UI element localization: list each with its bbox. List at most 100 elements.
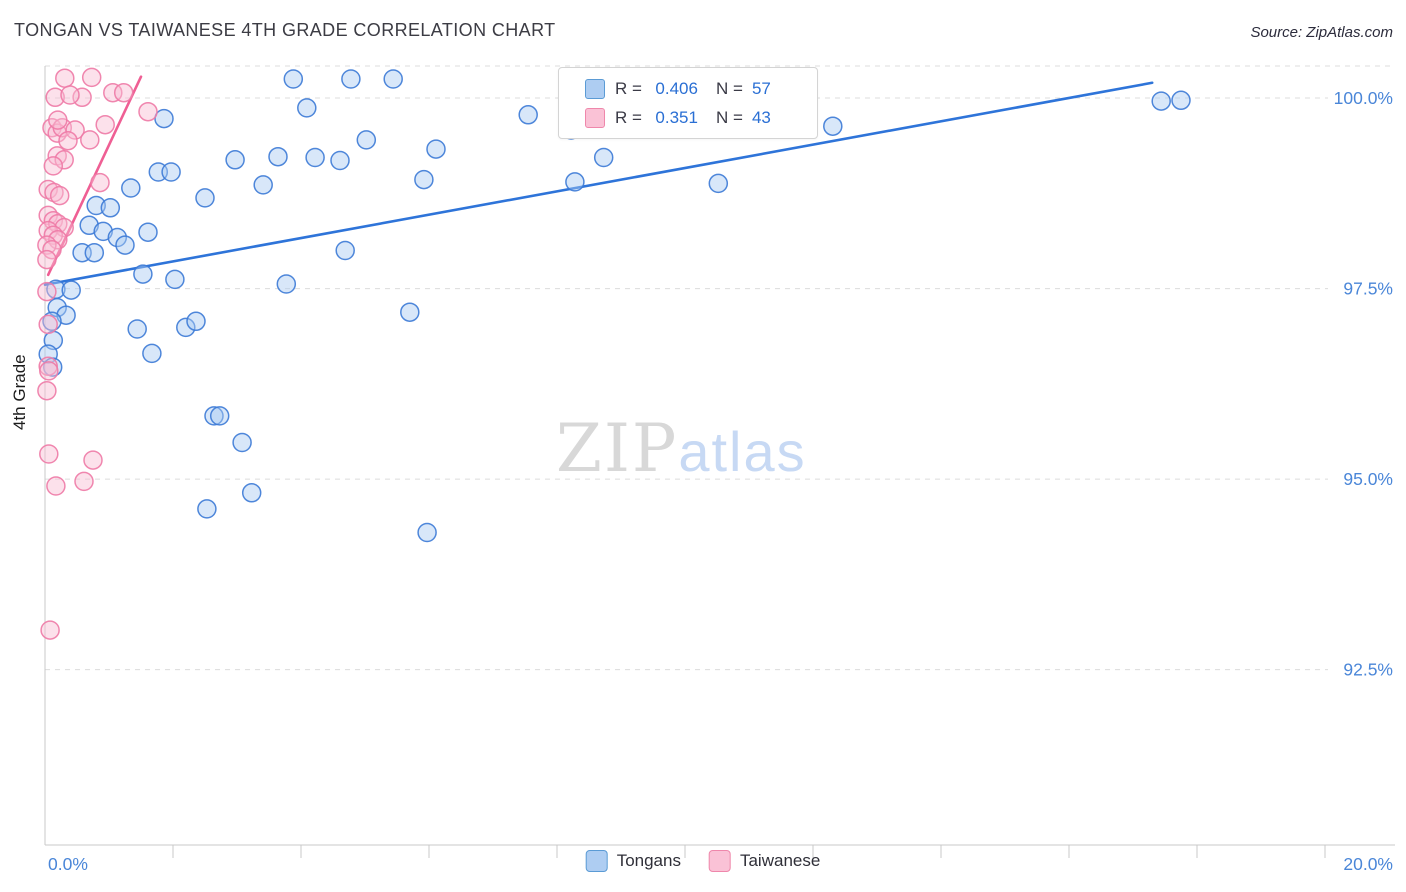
n-value: 43 [751, 107, 771, 127]
scatter-point-taiwanese [103, 82, 123, 103]
scatter-point-tongans [121, 178, 141, 198]
legend-label-tongans: Tongans [616, 851, 681, 870]
scatter-point-taiwanese [65, 120, 85, 140]
scatter-point-taiwanese [37, 380, 57, 401]
scatter-point-taiwanese [95, 114, 115, 135]
scatter-point-tongans [1151, 91, 1171, 111]
x-max-label: 20.0% [1343, 854, 1393, 874]
legend-item-taiwanese: Taiwanese [708, 850, 821, 872]
scatter-point-tongans [283, 69, 304, 89]
scatter-point-tongans [276, 274, 297, 294]
r-label: R = [615, 78, 642, 98]
scatter-point-taiwanese [42, 239, 62, 260]
x-min-label: 0.0% [48, 854, 88, 874]
scatter-point-taiwanese [40, 620, 60, 640]
scatter-point-taiwanese [49, 185, 70, 206]
scatter-point-taiwanese [45, 87, 65, 108]
points-tongans [38, 69, 1191, 543]
scatter-point-tongans [86, 195, 106, 216]
r-value: 0.406 [655, 78, 698, 98]
scatter-point-tongans [356, 130, 377, 150]
scatter-point-taiwanese [54, 217, 74, 238]
gridlines [45, 65, 1395, 671]
n-label: N = [715, 78, 743, 98]
scatter-point-taiwanese [138, 101, 158, 122]
scatter-point-taiwanese [46, 476, 66, 496]
scatter-point-tongans [1171, 90, 1191, 111]
trendline-tongans [43, 81, 1154, 287]
n-label: N = [715, 107, 743, 127]
scatter-point-taiwanese [37, 281, 57, 302]
axis-labels: 100.0% 97.5% 95.0% 92.5% 0.0% 20.0% [48, 88, 1393, 874]
scatter-point-tongans [426, 139, 446, 159]
scatter-point-taiwanese [48, 230, 68, 250]
scatter-point-taiwanese [37, 249, 57, 270]
scatter-point-tongans [417, 522, 437, 543]
source-attribution: Source: ZipAtlas.com [1250, 24, 1393, 41]
scatter-point-tongans [565, 172, 585, 192]
scatter-point-tongans [297, 98, 317, 118]
scatter-point-tongans [100, 198, 121, 218]
scatter-point-tongans [593, 147, 614, 168]
scatter-point-tongans [305, 147, 325, 168]
y-tick-label: 97.5% [1343, 279, 1393, 299]
scatter-point-taiwanese [113, 82, 134, 103]
scatter-point-tongans [335, 240, 355, 261]
scatter-point-taiwanese [74, 471, 94, 492]
scatter-point-tongans [84, 242, 105, 263]
legend-row-tongans: R = 0.406 N = 57 [559, 76, 817, 101]
scatter-point-taiwanese [55, 68, 75, 88]
scatter-point-tongans [330, 150, 350, 171]
scatter-point-tongans [176, 317, 196, 338]
scatter-point-tongans [197, 499, 217, 519]
scatter-point-taiwanese [38, 314, 58, 335]
legend-label-taiwanese: Taiwanese [739, 851, 821, 870]
scatter-point-tongans [823, 116, 843, 136]
scatter-point-tongans [127, 319, 147, 339]
scatter-point-taiwanese [39, 444, 59, 464]
scatter-point-tongans [518, 105, 538, 125]
scatter-point-taiwanese [43, 156, 64, 176]
y-tick-label: 95.0% [1343, 469, 1393, 489]
tongans-swatch-icon [585, 850, 608, 872]
scatter-point-tongans [161, 162, 181, 182]
scatter-point-taiwanese [60, 85, 80, 105]
scatter-point-tongans [383, 69, 403, 89]
scatter-point-taiwanese [83, 450, 103, 470]
scatter-point-tongans [204, 406, 224, 426]
scatter-point-tongans [165, 269, 185, 290]
scatter-point-tongans [61, 280, 81, 300]
scatter-point-taiwanese [81, 67, 102, 88]
points-taiwanese [37, 67, 158, 640]
r-label: R = [615, 107, 642, 127]
y-axis-label: 4th Grade [10, 354, 29, 430]
scatter-point-tongans [241, 483, 262, 503]
scatter-point-tongans [268, 146, 288, 167]
series-legend: Tongans Taiwanese [585, 850, 821, 872]
scatter-point-tongans [708, 173, 729, 194]
scatter-point-tongans [195, 188, 215, 208]
scatter-point-taiwanese [44, 182, 64, 203]
tongans-swatch-icon [585, 78, 605, 99]
scatter-point-tongans [107, 227, 128, 248]
scatter-point-taiwanese [90, 172, 110, 193]
y-tick-label: 92.5% [1343, 660, 1393, 680]
r-value: 0.351 [655, 107, 698, 127]
scatter-point-taiwanese [54, 150, 74, 170]
scatter-point-tongans [209, 406, 230, 426]
scatter-point-taiwanese [48, 110, 68, 130]
scatter-point-tongans [225, 150, 245, 170]
taiwanese-swatch-icon [585, 107, 605, 128]
taiwanese-swatch-icon [708, 850, 731, 872]
scatter-point-taiwanese [39, 361, 59, 381]
correlation-legend: R = 0.406 N = 57 R = 0.351 N = 43 [558, 67, 818, 139]
scatter-point-tongans [253, 175, 273, 195]
scatter-point-tongans [186, 311, 206, 332]
scatter-point-tongans [232, 432, 252, 453]
scatter-point-tongans [142, 343, 162, 364]
scatter-point-tongans [341, 69, 361, 89]
scatter-point-tongans [115, 235, 135, 255]
scatter-point-tongans [400, 302, 420, 322]
